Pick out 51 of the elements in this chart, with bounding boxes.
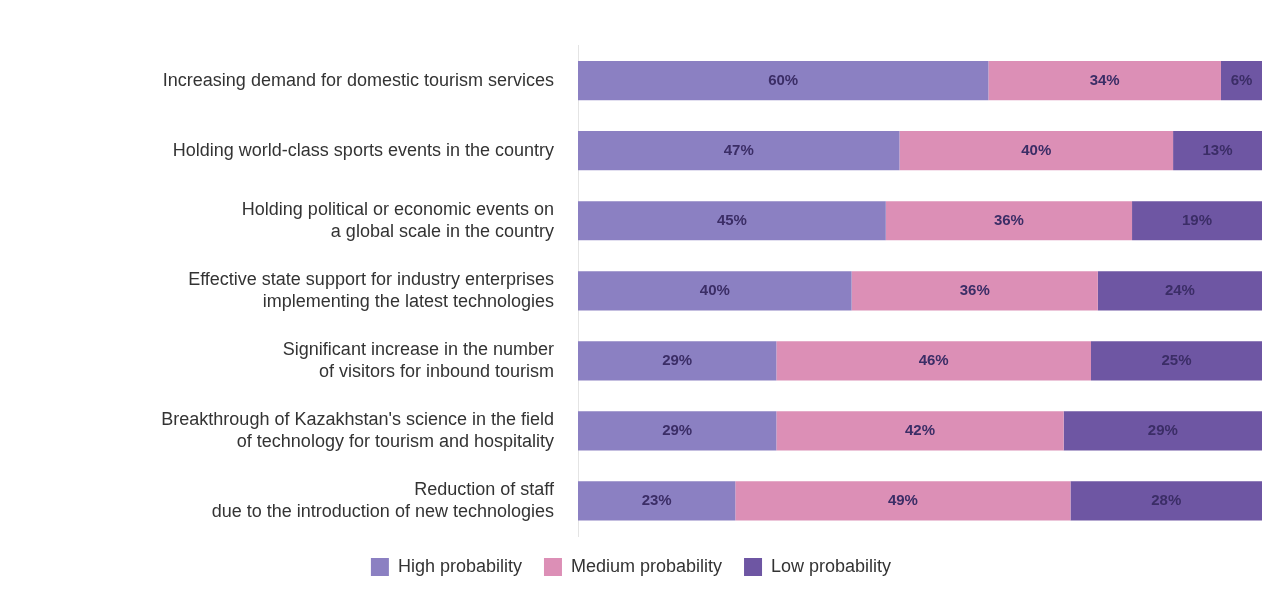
bar [776, 411, 1064, 451]
bar [1173, 131, 1262, 171]
y-tick-label: Effective state support for industry enterprises implementing the latest technologies [188, 268, 554, 311]
y-tick-label: Breakthrough of Kazakhstan's science in the field of technology for tourism and hospitality [161, 409, 554, 451]
bar [578, 341, 777, 381]
bar [1070, 481, 1262, 521]
bar [578, 201, 886, 241]
y-tick-label: Significant increase in the number of visitors for inbound tourism [282, 339, 554, 381]
data-label: 34% [1089, 70, 1120, 88]
bar [1091, 341, 1262, 381]
bar [885, 201, 1133, 241]
data-label: 29% [1147, 421, 1178, 439]
data-label: 40% [699, 280, 730, 298]
data-label: 60% [768, 70, 799, 88]
legend-label: Low probability [771, 555, 892, 576]
bar [899, 131, 1174, 171]
data-label: 40% [1021, 140, 1052, 158]
bar [851, 271, 1098, 311]
bar [578, 271, 852, 311]
data-label: 29% [662, 351, 693, 368]
bar [578, 411, 777, 451]
y-tick-label: Reduction of staff due to the introduction of new technologies [211, 479, 555, 521]
data-label: 23% [641, 491, 672, 509]
data-label: 13% [1202, 140, 1233, 158]
legend-label: Medium probability [570, 555, 723, 576]
y-tick-label: Holding political or economic events on a global scale in the country [241, 198, 554, 241]
bar [1063, 411, 1262, 451]
data-label: 6% [1230, 70, 1253, 88]
data-label: 36% [993, 210, 1024, 228]
y-tick-label: Increasing demand for domestic tourism services [162, 69, 554, 90]
data-label: 45% [716, 210, 747, 228]
bar [578, 481, 736, 521]
bar [1132, 201, 1262, 241]
data-label: 28% [1151, 491, 1182, 509]
bar [578, 61, 989, 101]
data-label: 42% [904, 421, 936, 439]
data-label: 19% [1182, 210, 1213, 228]
data-label: 49% [887, 491, 918, 509]
bar [578, 131, 900, 171]
data-label: 47% [723, 140, 754, 158]
data-label: 46% [918, 351, 949, 368]
legend-label: High probability [397, 555, 522, 576]
bar [988, 61, 1221, 101]
data-label: 36% [959, 280, 990, 298]
data-label: 24% [1164, 280, 1195, 298]
bar [776, 341, 1091, 381]
data-label: 25% [1161, 351, 1192, 368]
y-tick-label: Holding world-class sports events in the country [172, 139, 554, 160]
data-label: 29% [662, 421, 693, 439]
bar [1097, 271, 1262, 311]
bar [735, 481, 1071, 521]
